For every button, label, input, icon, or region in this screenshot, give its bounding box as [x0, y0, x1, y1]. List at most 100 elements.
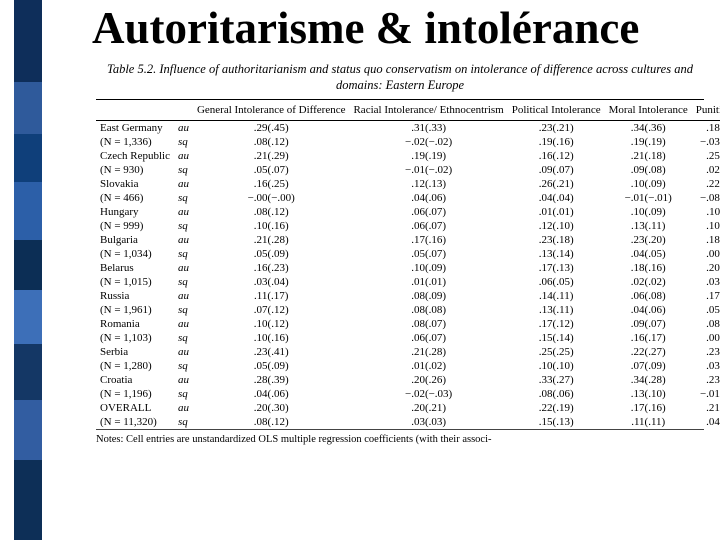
- cell: −.00(−.00): [193, 191, 350, 205]
- cell: .17(.13): [508, 261, 605, 275]
- cell: .04(.06): [605, 303, 692, 317]
- predictor-au: au: [174, 345, 193, 359]
- table-row: Serbiaau.23(.41).21(.28).25(.25).22(.27)…: [96, 345, 720, 359]
- cell: .12(.10): [508, 219, 605, 233]
- cell: .07(.12): [193, 303, 350, 317]
- cell: .10(.09): [605, 205, 692, 219]
- cell: .05(.07): [349, 247, 507, 261]
- cell: .05(.06): [692, 303, 720, 317]
- cell: −.03(−.03): [692, 135, 720, 149]
- country-n: (N = 1,280): [96, 359, 174, 373]
- cell: .13(.14): [508, 247, 605, 261]
- cell: .01(.01): [508, 205, 605, 219]
- cell: .08(.12): [193, 205, 350, 219]
- country-n: (N = 930): [96, 163, 174, 177]
- table-row: Hungaryau.08(.12).06(.07).01(.01).10(.09…: [96, 205, 720, 219]
- sidebar-stripe: [14, 240, 42, 290]
- predictor-sq: sq: [174, 275, 193, 289]
- table-head: General Intolerance of Difference Racial…: [96, 100, 720, 121]
- cell: .23(.21): [508, 121, 605, 136]
- cell: .09(.07): [605, 317, 692, 331]
- country-n: (N = 11,320): [96, 415, 174, 429]
- predictor-sq: sq: [174, 415, 193, 429]
- cell: .18(.21): [692, 121, 720, 136]
- table-row: (N = 466)sq−.00(−.00).04(.06).04(.04)−.0…: [96, 191, 720, 205]
- cell: .04(.04): [508, 191, 605, 205]
- country-name: Russia: [96, 289, 174, 303]
- cell: .11(.11): [605, 415, 692, 429]
- decorative-sidebar: [0, 0, 56, 540]
- cell: .06(.08): [605, 289, 692, 303]
- table-row: (N = 11,320)sq.08(.12).03(.03).15(.13).1…: [96, 415, 720, 429]
- table-row: (N = 1,103)sq.10(.16).06(.07).15(.14).16…: [96, 331, 720, 345]
- country-n: (N = 466): [96, 191, 174, 205]
- table-row: (N = 999)sq.10(.16).06(.07).12(.10).13(.…: [96, 219, 720, 233]
- cell: .20(.21): [349, 401, 507, 415]
- predictor-au: au: [174, 177, 193, 191]
- cell: .16(.12): [508, 149, 605, 163]
- cell: .10(.16): [193, 219, 350, 233]
- cell: .10(.12): [193, 317, 350, 331]
- cell: −.02(−.02): [349, 135, 507, 149]
- cell: .23(.20): [605, 233, 692, 247]
- cell: .17(.17): [692, 289, 720, 303]
- sidebar-stripe: [14, 460, 42, 540]
- col-moral: Moral Intolerance: [605, 100, 692, 121]
- cell: .01(.02): [349, 359, 507, 373]
- cell: .13(.11): [605, 219, 692, 233]
- table-row: (N = 1,034)sq.05(.09).05(.07).13(.14).04…: [96, 247, 720, 261]
- table-row: Czech Republicau.21(.29).19(.19).16(.12)…: [96, 149, 720, 163]
- cell: .10(.16): [193, 331, 350, 345]
- cell: .08(.07): [692, 317, 720, 331]
- cell: .22(.19): [508, 401, 605, 415]
- cell: .05(.07): [193, 163, 350, 177]
- cell: .18(.16): [605, 261, 692, 275]
- cell: .10(.09): [349, 261, 507, 275]
- predictor-sq: sq: [174, 135, 193, 149]
- country-n: (N = 1,103): [96, 331, 174, 345]
- cell: .04(.05): [605, 247, 692, 261]
- cell: .20(.19): [692, 261, 720, 275]
- cell: .08(.07): [349, 317, 507, 331]
- table-row: (N = 1,196)sq.04(.06)−.02(−.03).08(.06).…: [96, 387, 720, 401]
- sidebar-stripe: [14, 400, 42, 460]
- country-n: (N = 1,196): [96, 387, 174, 401]
- cell: .21(.18): [605, 149, 692, 163]
- cell: .19(.19): [605, 135, 692, 149]
- cell: .34(.28): [605, 373, 692, 387]
- cell: .25(.22): [692, 149, 720, 163]
- cell: .23(.41): [193, 345, 350, 359]
- cell: −.01(−.02): [349, 163, 507, 177]
- predictor-sq: sq: [174, 303, 193, 317]
- predictor-au: au: [174, 233, 193, 247]
- cell: .19(.16): [508, 135, 605, 149]
- cell: .23(.27): [692, 345, 720, 359]
- cell: .25(.25): [508, 345, 605, 359]
- cell: .04(.06): [349, 191, 507, 205]
- cell: .01(.01): [349, 275, 507, 289]
- country-name: Belarus: [96, 261, 174, 275]
- country-n: (N = 1,336): [96, 135, 174, 149]
- predictor-au: au: [174, 289, 193, 303]
- country-name: Slovakia: [96, 177, 174, 191]
- cell: −.01(−.01): [605, 191, 692, 205]
- cell: .17(.16): [349, 233, 507, 247]
- cell: −.02(−.03): [349, 387, 507, 401]
- country-n: (N = 1,034): [96, 247, 174, 261]
- table-caption: Table 5.2. Influence of authoritarianism…: [96, 62, 704, 93]
- cell: .08(.12): [193, 135, 350, 149]
- cell: .05(.09): [193, 359, 350, 373]
- cell: .08(.06): [508, 387, 605, 401]
- cell: .09(.08): [605, 163, 692, 177]
- cell: .21(.22): [692, 401, 720, 415]
- cell: .03(.03): [349, 415, 507, 429]
- predictor-au: au: [174, 401, 193, 415]
- cell: .12(.13): [349, 177, 507, 191]
- caption-text: Influence of authoritarianism and status…: [159, 62, 693, 92]
- predictor-au: au: [174, 149, 193, 163]
- predictor-au: au: [174, 317, 193, 331]
- country-name: Bulgaria: [96, 233, 174, 247]
- cell: .15(.13): [508, 415, 605, 429]
- cell: .06(.07): [349, 331, 507, 345]
- cell: .08(.08): [349, 303, 507, 317]
